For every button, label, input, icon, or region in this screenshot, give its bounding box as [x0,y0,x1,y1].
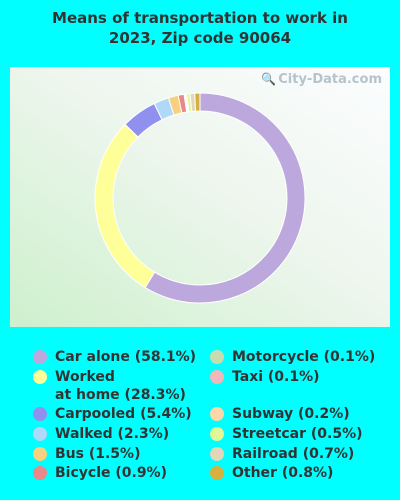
chart-title-line-2: 2023, Zip code 90064 [108,29,292,47]
donut-slice-1 [94,123,156,289]
watermark: 🔍 City-Data.com [261,72,382,87]
donut-slice-11 [194,92,201,112]
chart-title-line-1: Means of transportation to work in [52,9,348,27]
watermark-text: City-Data.com [278,72,382,87]
chart-title: Means of transportation to work in 2023,… [0,8,400,48]
magnifier-icon: 🔍 [261,72,277,86]
donut-slice-0 [144,92,306,304]
